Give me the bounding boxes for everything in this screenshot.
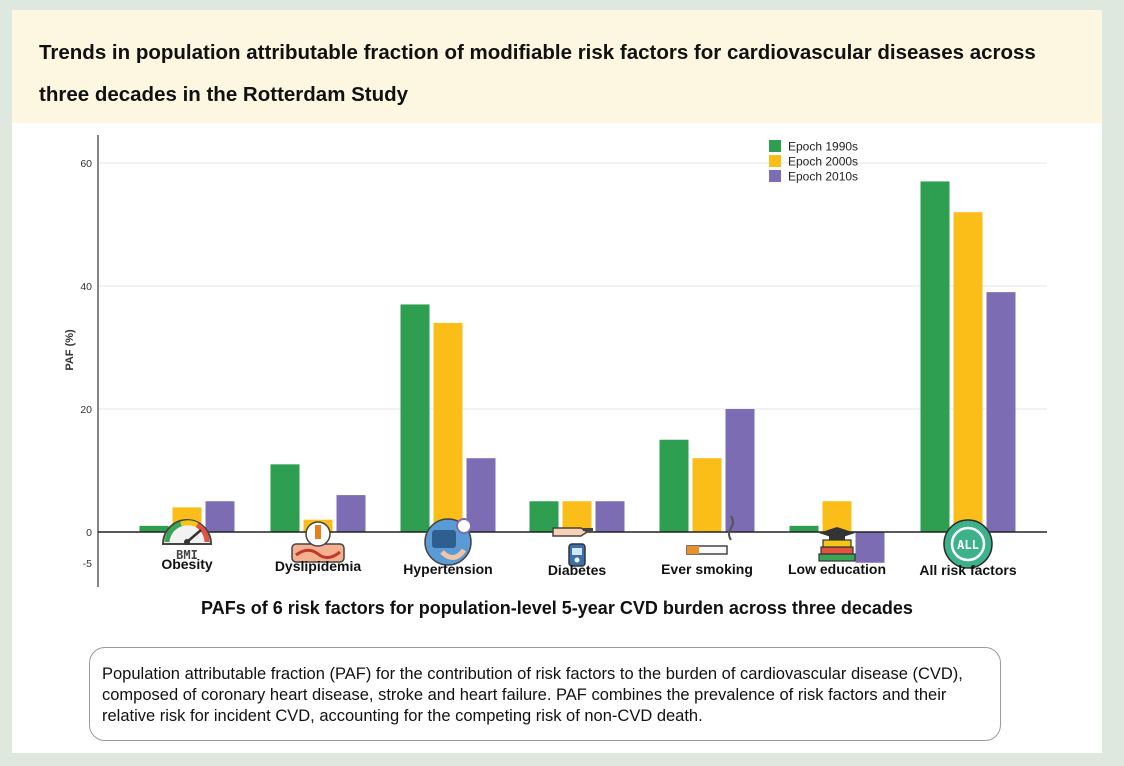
bmi-gauge-icon: BMI [161, 519, 213, 562]
legend-swatch [769, 140, 781, 152]
bar-epoch-1990s [400, 304, 430, 532]
legend-label: Epoch 2000s [788, 155, 858, 169]
bar-epoch-1990s [529, 501, 559, 532]
y-axis-label: PAF (%) [64, 329, 76, 371]
bar-epoch-1990s [270, 464, 300, 532]
legend-label: Epoch 2010s [788, 170, 858, 184]
bar-epoch-2000s [822, 501, 852, 532]
bar-epoch-2010s [855, 532, 885, 563]
x-tick-label: Ever smoking [661, 561, 753, 577]
legend-label: Epoch 1990s [788, 140, 858, 154]
legend-swatch [769, 170, 781, 182]
x-tick-label: Hypertension [403, 561, 492, 577]
figure-card: Trends in population attributable fracti… [12, 10, 1102, 753]
bar-epoch-2010s [205, 501, 235, 532]
bar-epoch-2000s [692, 458, 722, 532]
all-cycle-icon: ALL [943, 519, 993, 569]
books-icon [818, 527, 856, 562]
bar-epoch-2000s [562, 501, 592, 532]
chart-caption: PAFs of 6 risk factors for population-le… [201, 598, 913, 618]
bar-epoch-1990s [139, 525, 169, 532]
x-tick-label: Diabetes [548, 562, 607, 578]
bar-epoch-1990s [920, 181, 950, 532]
bar-epoch-2000s [433, 322, 463, 532]
legend-swatch [769, 155, 781, 167]
glucose-meter-icon [552, 527, 593, 567]
blood-vessel-icon [291, 521, 345, 563]
bmi-label: BMI [176, 548, 198, 562]
y-tick-label: 60 [80, 158, 92, 170]
bar-epoch-2000s [953, 212, 983, 532]
description-note: Population attributable fraction (PAF) f… [89, 647, 1001, 741]
x-tick-label: Low education [788, 561, 886, 577]
bar-epoch-1990s [789, 525, 819, 532]
y-tick-label: -5 [83, 558, 92, 570]
bar-epoch-2010s [986, 292, 1016, 532]
x-tick-label: Dyslipidemia [275, 558, 362, 574]
bar-epoch-2010s [725, 409, 755, 532]
blood-pressure-icon [424, 518, 472, 566]
bar-epoch-1990s [659, 439, 689, 532]
bar-epoch-2010s [336, 495, 366, 532]
y-tick-label: 40 [80, 281, 92, 293]
y-tick-label: 0 [86, 527, 92, 539]
x-tick-label: Obesity [161, 556, 213, 572]
figure-title: Trends in population attributable fracti… [39, 41, 1036, 106]
bar-epoch-2010s [595, 501, 625, 532]
bar-epoch-2010s [466, 458, 496, 532]
cigarette-icon [686, 515, 734, 555]
y-tick-label: 20 [80, 404, 92, 416]
all-label: ALL [957, 538, 979, 552]
x-tick-label: All risk factors [919, 562, 1016, 578]
title-banner: Trends in population attributable fracti… [12, 10, 1102, 123]
